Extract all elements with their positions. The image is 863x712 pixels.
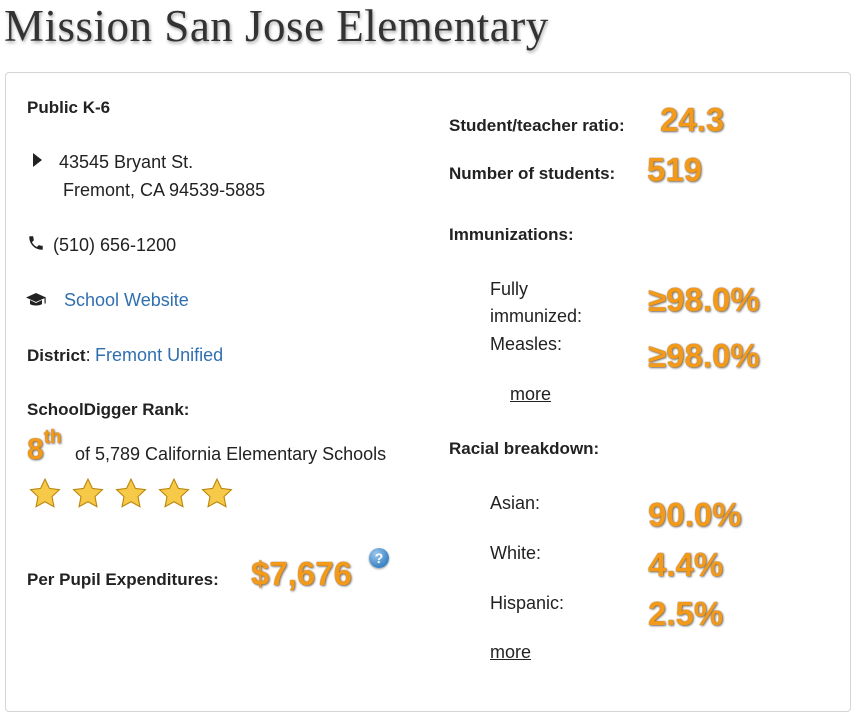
immunizations-more-link[interactable]: more [510,384,552,404]
rank-suffix: th [43,427,62,448]
rank-number: 8th [27,427,62,467]
school-info-panel [5,72,851,712]
racial-white-label: White: [490,543,542,563]
expenditure-label: Per Pupil Expenditures: [27,570,219,589]
racial-hispanic-label: Hispanic: [490,593,565,613]
racial-white-value: 4.4% [648,546,724,583]
immunization-value: ≥98.0% [648,281,760,318]
ratio-value: 24.3 [660,101,725,138]
district-label: District [27,346,86,365]
ratio-label: Student/teacher ratio: [449,116,625,135]
star-icon [201,477,233,508]
immunizations-label: Immunizations: [449,225,574,244]
measles-value: ≥98.0% [648,337,760,374]
rank-number-value: 8 [27,433,44,466]
graduation-cap-icon [26,293,46,306]
racial-asian-label: Asian: [490,493,541,513]
rank-text: of 5,789 California Elementary Schools [75,444,387,464]
students-value: 519 [647,151,703,188]
phone-number: (510) 656-1200 [53,235,177,255]
immunization-label-line2: immunized: [490,306,583,326]
address-line1: 43545 Bryant St. [59,152,194,172]
address-line2: Fremont, CA 94539-5885 [63,180,266,200]
caret-right-icon [33,153,42,167]
district-link[interactable]: Fremont Unified [95,345,224,365]
racial-more-link[interactable]: more [490,642,532,662]
school-website-link[interactable]: School Website [64,290,189,310]
star-icon [115,477,147,508]
racial-asian-value: 90.0% [648,496,742,533]
page-title: Mission San Jose Elementary [4,1,549,51]
expenditure-value: $7,676 [251,555,352,592]
district-row: District: Fremont Unified [27,345,223,366]
star-icon [29,477,61,508]
students-label: Number of students: [449,164,616,183]
rank-label: SchoolDigger Rank: [27,400,190,419]
measles-label: Measles: [490,334,563,354]
help-icon[interactable]: ? [369,548,389,568]
phone-icon [29,236,43,250]
star-icon [158,477,190,508]
immunization-label-line1: Fully [490,279,529,299]
racial-label: Racial breakdown: [449,439,600,458]
star-icon [72,477,104,508]
district-separator: : [85,345,91,365]
racial-hispanic-value: 2.5% [648,595,724,632]
school-type: Public K-6 [27,98,111,117]
